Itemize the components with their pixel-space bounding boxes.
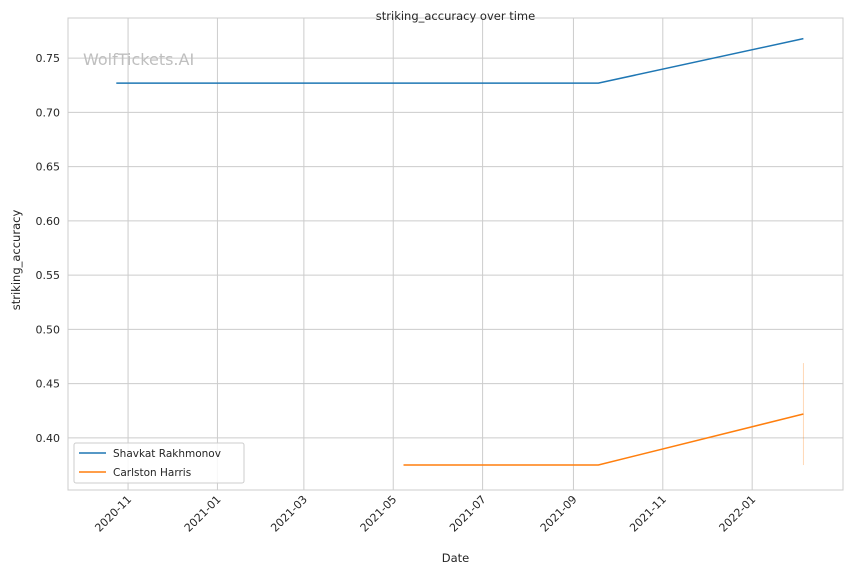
y-tick-label: 0.55: [36, 269, 61, 282]
legend-box: [73, 442, 245, 484]
x-tick-label: 2020-11: [92, 493, 134, 535]
grid: [68, 18, 843, 490]
x-tick-label: 2021-07: [447, 493, 489, 535]
series-lines: [116, 37, 804, 466]
x-tick-label: 2021-11: [627, 493, 669, 535]
y-axis-label: striking_accuracy: [9, 210, 23, 311]
watermark: WolfTickets.AI: [83, 50, 194, 69]
y-tick-label: 0.65: [36, 161, 61, 174]
plot-area: [67, 17, 844, 491]
y-tick-label: 0.45: [36, 378, 61, 391]
series-line-shavkat-rakhmonov: [116, 37, 804, 84]
y-tick-label: 0.75: [36, 52, 61, 65]
y-tick-label: 0.50: [36, 323, 61, 336]
x-tick-label: 2021-09: [538, 493, 580, 535]
series-line-carlston-harris: [403, 413, 804, 466]
chart-title: striking_accuracy over time: [376, 9, 535, 23]
y-tick-label: 0.60: [36, 215, 61, 228]
y-tick-label: 0.40: [36, 432, 61, 445]
legend-label-shavkat-rakhmonov: Shavkat Rakhmonov: [113, 448, 221, 460]
x-tick-label: 2021-03: [268, 493, 310, 535]
legend: Shavkat Rakhmonov Carlston Harris: [73, 442, 245, 484]
y-tick-label: 0.70: [36, 106, 61, 119]
legend-label-carlston-harris: Carlston Harris: [113, 467, 191, 479]
x-axis-label: Date: [442, 551, 470, 565]
x-tick-label: 2021-05: [358, 493, 400, 535]
x-tick-label: 2022-01: [717, 493, 759, 535]
x-tick-label: 2021-01: [182, 493, 224, 535]
